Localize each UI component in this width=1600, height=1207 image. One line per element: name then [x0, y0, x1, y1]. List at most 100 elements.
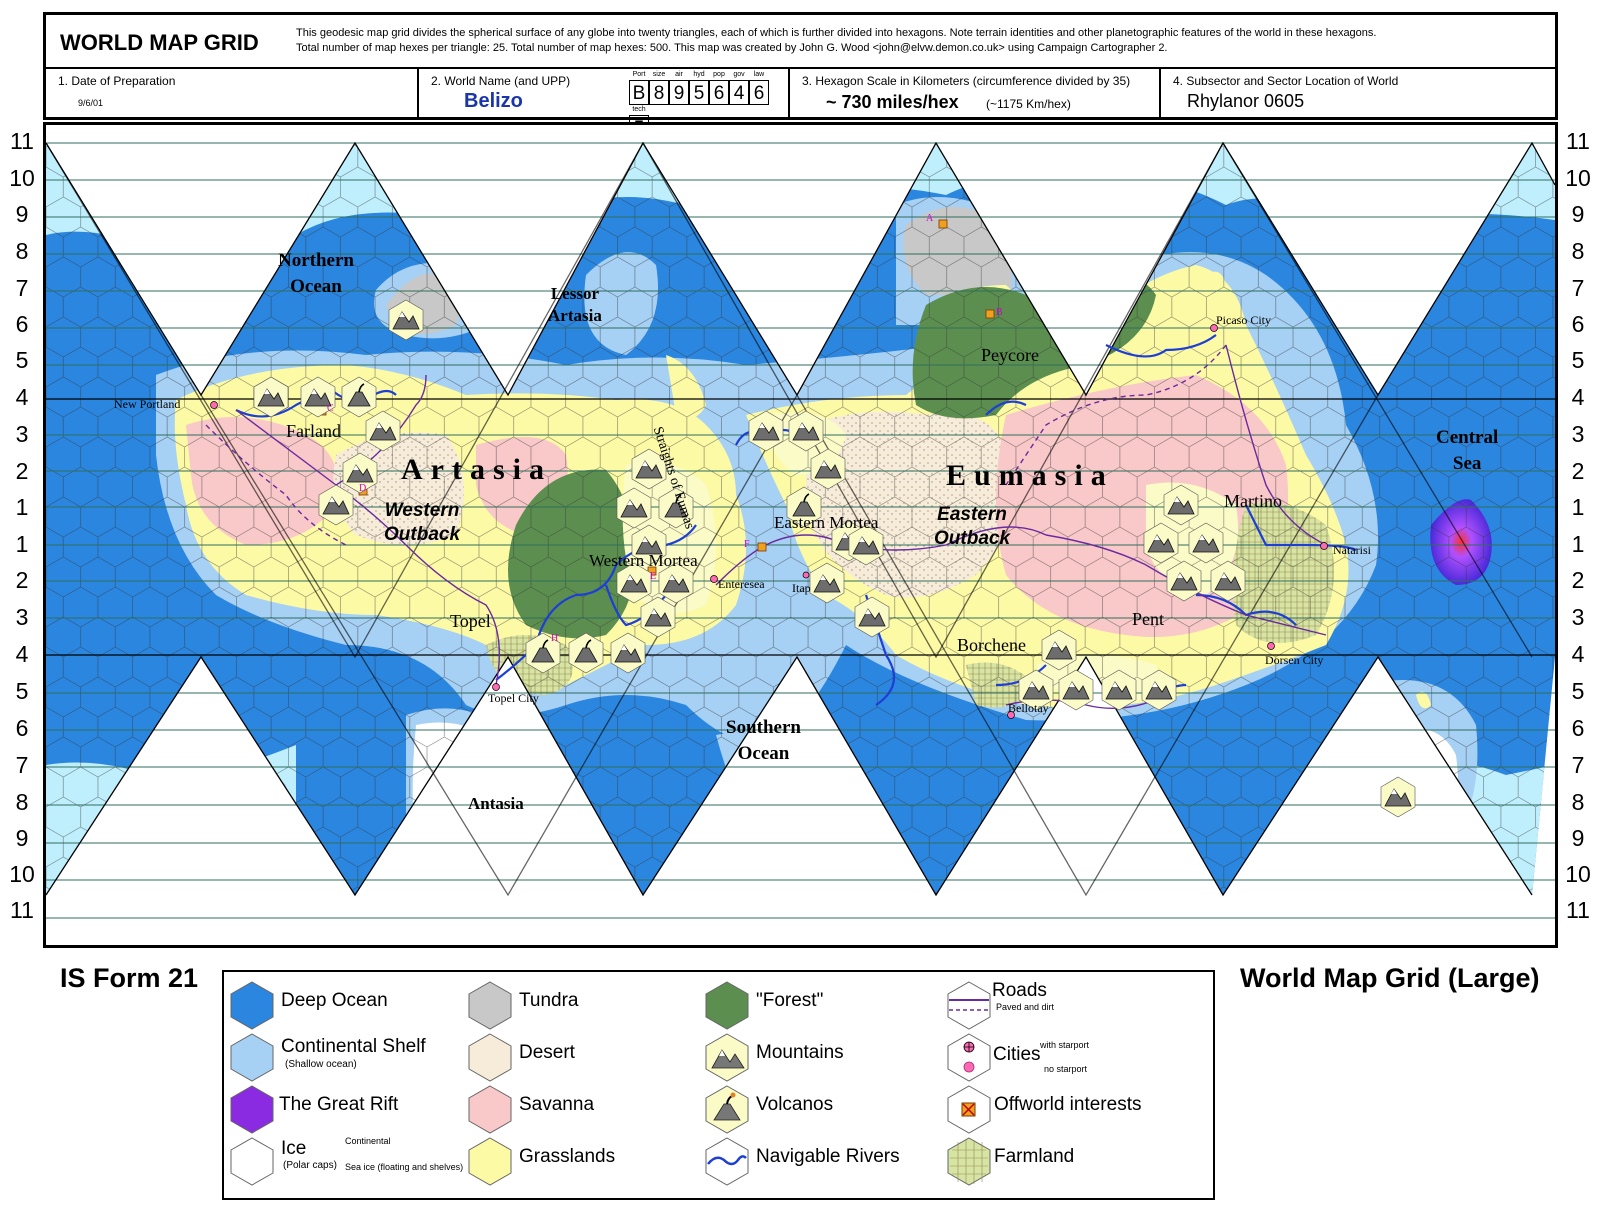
mountain-icon [342, 452, 378, 494]
offworld-interest-letter: C [327, 403, 334, 414]
city-bellotay: Bellotay [1008, 701, 1049, 715]
legend-shelf-sub: (Shallow ocean) [285, 1059, 357, 1070]
mountain-icon [1166, 560, 1202, 602]
upp-digit: pop 6 [709, 70, 729, 105]
tundra-swatch-icon [468, 981, 512, 1030]
row-number: 5 [1571, 347, 1585, 373]
mountain-icon [810, 448, 846, 490]
row-number: 9 [1571, 825, 1585, 851]
volcano-icon [568, 632, 604, 674]
mountain-icon [658, 562, 694, 604]
city-markers [210, 324, 1328, 719]
shelf-swatch-icon [230, 1033, 274, 1082]
form-id: IS Form 21 [60, 963, 199, 993]
label-topel: Topel [450, 611, 491, 631]
legend-desert-label: Desert [519, 1042, 575, 1063]
map-canvas [46, 141, 1555, 919]
mountain-icons [253, 299, 1416, 818]
great-rift-swatch-icon [230, 1085, 274, 1134]
mountain-icon [1018, 669, 1054, 711]
volcano-icon [341, 376, 377, 418]
mountain-icon [809, 562, 845, 604]
legend-offworld-label: Offworld interests [994, 1094, 1142, 1115]
hex-scale-km: (~1175 Km/hex) [986, 97, 1071, 111]
continent-artasia: Artasia [401, 453, 552, 486]
world-name-label: 2. World Name (and UPP) [431, 74, 571, 88]
row-number: 8 [15, 238, 29, 264]
legend-cities-nostarport: no starport [1044, 1064, 1088, 1074]
row-number: 4 [1571, 384, 1585, 410]
label-pent: Pent [1132, 609, 1165, 629]
row-number: 11 [10, 897, 34, 923]
row-number: 10 [9, 861, 35, 887]
offworld-interest-letter: E [650, 571, 657, 582]
upp-digit: hyd 5 [689, 70, 709, 105]
row-number: 6 [15, 311, 29, 337]
mountain-icon [1143, 522, 1179, 564]
city-itap: Itap [792, 581, 811, 595]
mountain-icon [748, 410, 784, 452]
legend-volcanos-label: Volcanos [756, 1094, 834, 1115]
mountain-icon [365, 410, 401, 452]
mountain-icon [388, 299, 424, 341]
label-central-sea: Central Sea [1436, 427, 1499, 474]
mountain-icon [1041, 629, 1077, 671]
world-map: Artasia Eumasia Northern Ocean Southern … [43, 122, 1558, 948]
river-swatch-icon [705, 1137, 749, 1186]
legend-cities-label: Cities [993, 1044, 1041, 1065]
upp-digit: law 6 [749, 70, 769, 105]
city-swatch-icon [947, 1033, 991, 1082]
label-southern-ocean: Southern Ocean [726, 717, 801, 764]
row-number: 9 [15, 825, 29, 851]
location-label: 4. Subsector and Sector Location of Worl… [1173, 74, 1399, 88]
upp-digit: gov 4 [729, 70, 749, 105]
deep-ocean-swatch-icon [230, 981, 274, 1030]
grid-name: World Map Grid (Large) [1240, 963, 1540, 993]
mountain-icon [1163, 484, 1199, 526]
date-label: 1. Date of Preparation [58, 74, 176, 88]
hex-scale-field: 3. Hexagon Scale in Kilometers (circumfe… [790, 67, 1161, 120]
offworld-interest-letter: D [359, 483, 367, 494]
city-dorsen-city: Dorsen City [1265, 653, 1324, 667]
city-picaso-city: Picaso City [1216, 313, 1272, 327]
row-number: 4 [15, 384, 29, 410]
hex-scale-label: 3. Hexagon Scale in Kilometers (circumfe… [802, 74, 1131, 88]
row-number: 6 [1571, 311, 1585, 337]
savanna-swatch-icon [468, 1085, 512, 1134]
mountain-icon [788, 410, 824, 452]
grasslands-swatch-icon [468, 1137, 512, 1186]
upp-digit-header: gov [733, 71, 745, 78]
legend: Deep Ocean Continental Shelf (Shallow oc… [222, 970, 1215, 1200]
form-title: WORLD MAP GRID [60, 30, 259, 55]
row-number: 8 [1571, 789, 1585, 815]
row-number: 5 [1571, 678, 1585, 704]
label-borchene: Borchene [957, 635, 1026, 655]
legend-grasslands-label: Grasslands [519, 1146, 616, 1167]
mountain-icon [300, 376, 336, 418]
row-number: 5 [15, 347, 29, 373]
upp-digit-value: 6 [709, 80, 729, 105]
legend-ice-sea: Sea ice (floating and shelves) [345, 1162, 464, 1172]
row-number: 2 [1571, 567, 1585, 593]
mountain-icon [848, 524, 884, 566]
form-description: This geodesic map grid divides the spher… [296, 26, 1556, 56]
mountain-icon [631, 448, 667, 490]
location-value: Rhylanor 0605 [1187, 91, 1305, 111]
legend-farmland-label: Farmland [994, 1146, 1075, 1167]
label-eastern-mortea: Eastern Mortea [774, 513, 879, 532]
legend-savanna-label: Savanna [519, 1094, 595, 1115]
legend-cities-starport: with starport [1040, 1040, 1090, 1050]
label-martino: Martino [1224, 491, 1282, 511]
row-number: 7 [1571, 275, 1585, 301]
mountain-icon [631, 524, 667, 566]
road-swatch-icon [947, 981, 991, 1030]
mountain-icon [640, 596, 676, 638]
description-line-2: Total number of map hexes per triangle: … [296, 42, 1168, 54]
row-number: 2 [15, 458, 29, 484]
form-header: WORLD MAP GRID This geodesic map grid di… [43, 12, 1558, 140]
row-number: 1 [1571, 494, 1585, 520]
mountain-icon [1210, 560, 1246, 602]
legend-tundra-label: Tundra [519, 990, 579, 1011]
volcano-swatch-icon [705, 1085, 749, 1134]
